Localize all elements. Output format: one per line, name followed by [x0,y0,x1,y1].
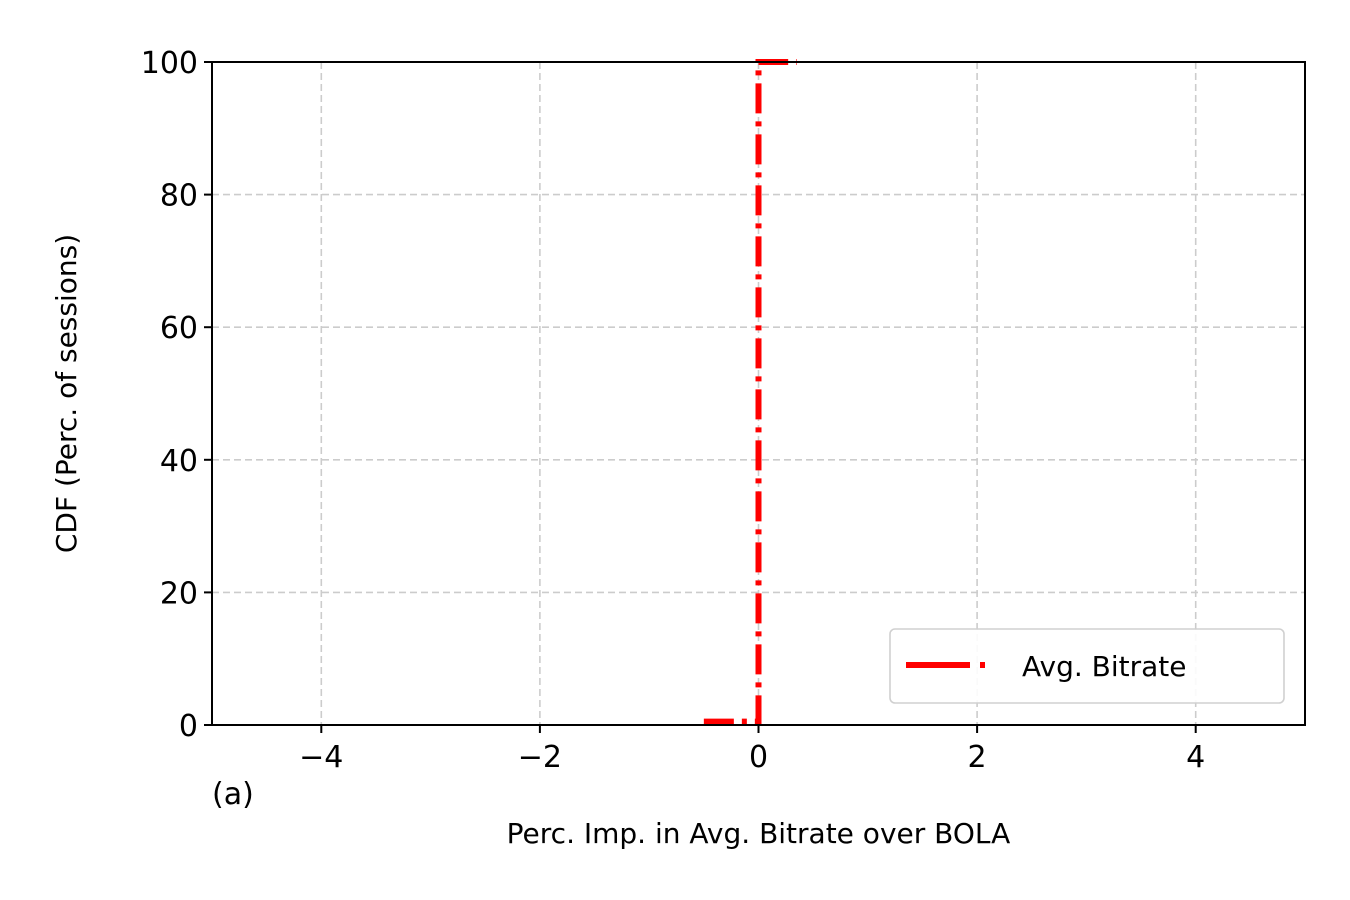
y-tick-label: 80 [160,179,198,214]
x-tick-label: −4 [299,740,343,775]
y-axis-ticks: 0 20 40 60 80 100 [141,46,212,744]
y-tick-label: 20 [160,576,198,611]
x-tick-label: −2 [518,740,562,775]
y-tick-label: 0 [179,709,198,744]
x-axis-ticks: −4 −2 0 2 4 [299,725,1205,775]
series-line-avg-bitrate [703,59,797,725]
y-tick-label: 60 [160,311,198,346]
legend-box [889,628,1285,704]
x-tick-label: 2 [968,740,987,775]
y-axis-label: CDF (Perc. of sessions) [50,234,83,553]
legend-entry-avg-bitrate: Avg. Bitrate [1022,650,1187,683]
panel-label: (a) [212,777,254,812]
x-tick-label: 4 [1186,740,1205,775]
y-tick-label: 100 [141,46,198,81]
legend: Avg. Bitrate [889,628,1285,704]
y-tick-label: 40 [160,444,198,479]
series-layer [703,59,797,725]
x-tick-label: 0 [749,740,768,775]
x-axis-label: Perc. Imp. in Avg. Bitrate over BOLA [507,817,1011,850]
